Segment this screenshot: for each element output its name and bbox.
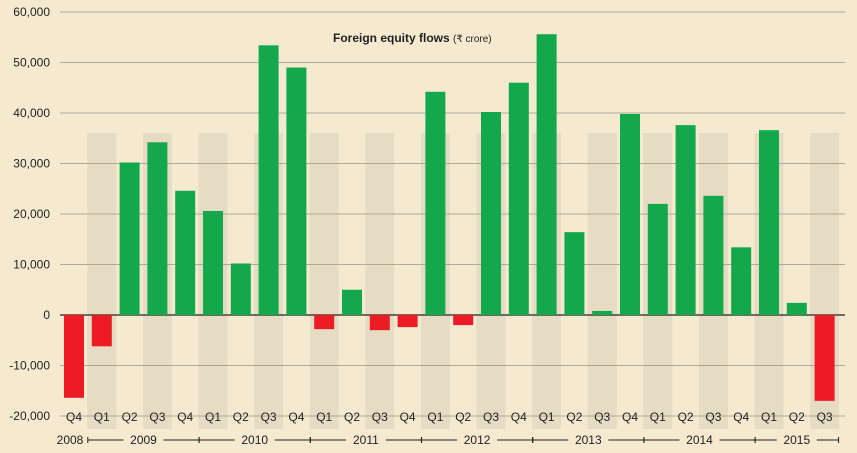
y-tick-label: 60,000: [13, 5, 50, 19]
bar: [786, 302, 807, 315]
x-tick-label: Q4: [288, 410, 304, 424]
x-tick-label: Q2: [233, 410, 249, 424]
bar: [397, 315, 418, 328]
bar: [91, 315, 112, 347]
x-tick-label: Q2: [678, 410, 694, 424]
year-label: 2010: [241, 433, 268, 447]
x-tick-label: Q2: [789, 410, 805, 424]
bar: [759, 130, 779, 315]
column-band: [365, 133, 395, 429]
column-band: [87, 133, 117, 429]
x-tick-label: Q3: [817, 410, 833, 424]
x-tick-label: Q1: [539, 410, 555, 424]
x-tick-label: Q1: [427, 410, 443, 424]
x-tick-label: Q3: [149, 410, 165, 424]
bar: [64, 315, 84, 398]
bar: [647, 203, 668, 315]
x-tick-label: Q2: [122, 410, 138, 424]
bar: [258, 45, 279, 316]
year-label: 2011: [353, 433, 379, 447]
y-tick-label: 20,000: [13, 207, 50, 221]
y-tick-label: 30,000: [13, 157, 50, 171]
column-band: [309, 133, 339, 429]
bar: [731, 247, 752, 315]
year-label: 2012: [464, 433, 491, 447]
y-tick-label: 0: [43, 308, 50, 322]
bar: [453, 315, 474, 326]
x-tick-label: Q1: [316, 410, 332, 424]
x-tick-label: Q4: [400, 410, 416, 424]
y-tick-label: 50,000: [13, 56, 50, 70]
x-tick-label: Q2: [566, 410, 582, 424]
y-tick-label: 10,000: [13, 258, 50, 272]
bar: [564, 232, 585, 315]
bar: [425, 91, 446, 315]
y-tick-label: -10,000: [9, 359, 50, 373]
bar: [342, 289, 362, 315]
x-tick-label: Q4: [177, 410, 193, 424]
bar: [286, 67, 307, 315]
bar: [620, 114, 640, 315]
column-band: [587, 133, 617, 429]
x-tick-label: Q1: [94, 410, 110, 424]
x-tick-label: Q4: [622, 410, 638, 424]
bar: [175, 190, 196, 315]
bar: [481, 111, 501, 316]
x-tick-label: Q1: [650, 410, 666, 424]
chart-unit: (₹ crore): [453, 34, 492, 45]
x-tick-label: Q3: [372, 410, 388, 424]
bar: [703, 195, 724, 315]
x-tick-label: Q3: [594, 410, 610, 424]
bar: [675, 125, 696, 316]
x-tick-label: Q4: [66, 410, 82, 424]
chart-title: Foreign equity flows (₹ crore): [333, 31, 492, 45]
x-tick-label: Q3: [705, 410, 721, 424]
year-label: 2015: [783, 433, 810, 447]
x-tick-label: Q4: [733, 410, 749, 424]
x-tick-label: Q1: [205, 410, 221, 424]
x-tick-label: Q1: [761, 410, 777, 424]
x-tick-label: Q2: [455, 410, 471, 424]
bar: [314, 315, 335, 330]
year-label: 2014: [686, 433, 713, 447]
year-label: 2013: [575, 433, 602, 447]
x-tick-label: Q2: [344, 410, 360, 424]
x-tick-label: Q4: [511, 410, 527, 424]
bar: [119, 162, 140, 315]
y-tick-label: 40,000: [13, 106, 50, 120]
bar: [203, 210, 223, 315]
y-tick-label: -20,000: [9, 409, 50, 423]
bar: [592, 310, 613, 315]
x-tick-label: Q3: [483, 410, 499, 424]
bar: [508, 82, 529, 315]
bar: [147, 142, 168, 315]
bar: [369, 315, 390, 331]
chart-title-text: Foreign equity flows: [333, 31, 450, 45]
year-label: 2008: [57, 433, 84, 447]
year-label: 2009: [130, 433, 157, 447]
x-tick-label: Q3: [261, 410, 277, 424]
bar: [814, 315, 835, 401]
bar: [230, 263, 251, 315]
bar: [536, 34, 557, 315]
